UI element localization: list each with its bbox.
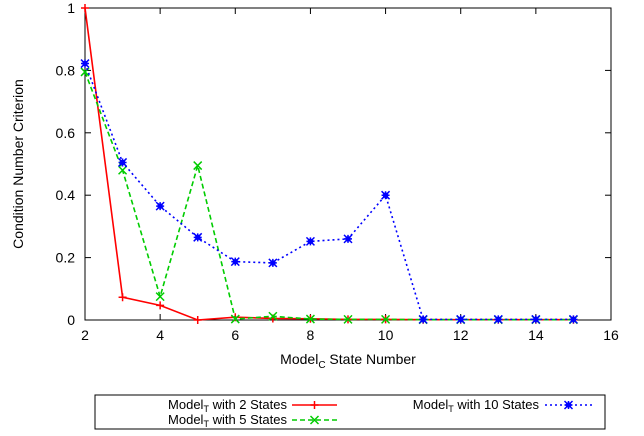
- legend-label: ModelT with 2 States: [168, 397, 287, 414]
- x-tick-label: 16: [603, 327, 619, 343]
- series-1: [81, 4, 578, 324]
- series-lines: [80, 4, 578, 325]
- y-tick-label: 0: [67, 312, 75, 328]
- data-point-box: [232, 259, 238, 265]
- data-point: [381, 314, 391, 324]
- data-point: [81, 4, 89, 12]
- data-point: [343, 314, 353, 324]
- axes: 2 4 6 8 10 12 14 16 0 0.2 0.4 0.6 0.8 1 ModelC State N…: [10, 0, 619, 371]
- data-point-box: [458, 316, 464, 322]
- y-tick-label: 0.2: [56, 250, 76, 266]
- data-point: [230, 314, 240, 324]
- x-tick-label: 6: [231, 327, 239, 343]
- x-axis-label: ModelC State Number: [280, 351, 416, 371]
- data-point: [118, 293, 127, 302]
- data-point: [118, 165, 128, 175]
- legend-label: ModelT with 5 States: [168, 412, 287, 429]
- data-point-box: [566, 402, 571, 408]
- data-point: [155, 292, 165, 302]
- data-point-box: [120, 159, 126, 165]
- legend-label: ModelT with 10 States: [413, 397, 540, 414]
- series-line: [84, 71, 574, 321]
- data-point: [268, 311, 278, 321]
- x-tick-label: 4: [156, 327, 164, 343]
- x-tick-label: 10: [378, 327, 394, 343]
- x-tick-label: 2: [81, 327, 89, 343]
- series-line: [84, 7, 574, 321]
- x-tick-label: 8: [307, 327, 315, 343]
- series-line: [84, 63, 574, 321]
- legend-box: [94, 394, 606, 430]
- y-tick-label: 0.4: [56, 187, 76, 203]
- y-tick-label: 0.8: [56, 62, 76, 78]
- data-point: [305, 314, 315, 324]
- data-point: [309, 415, 320, 425]
- x-tick-label: 12: [453, 327, 469, 343]
- data-point-box: [270, 260, 276, 266]
- y-axis-label: Condition Number Criterion: [10, 79, 26, 249]
- y-tick-label: 0.6: [56, 125, 76, 141]
- data-point: [156, 301, 165, 310]
- plot-frame: [84, 7, 612, 321]
- series-2: [80, 67, 578, 325]
- data-point-box: [570, 316, 576, 322]
- data-point-box: [195, 234, 201, 240]
- data-point-box: [420, 316, 426, 322]
- data-point-box: [533, 316, 539, 322]
- data-point-box: [157, 203, 163, 209]
- data-point-box: [495, 316, 501, 322]
- data-point-box: [383, 192, 389, 198]
- data-point-box: [307, 238, 313, 244]
- data-point-box: [345, 236, 351, 242]
- data-point-box: [82, 61, 88, 67]
- data-point: [310, 401, 319, 409]
- data-point: [193, 161, 203, 171]
- y-tick-label: 1: [67, 0, 75, 16]
- series-3: [80, 59, 578, 324]
- x-tick-label: 14: [528, 327, 544, 343]
- data-point: [193, 316, 202, 324]
